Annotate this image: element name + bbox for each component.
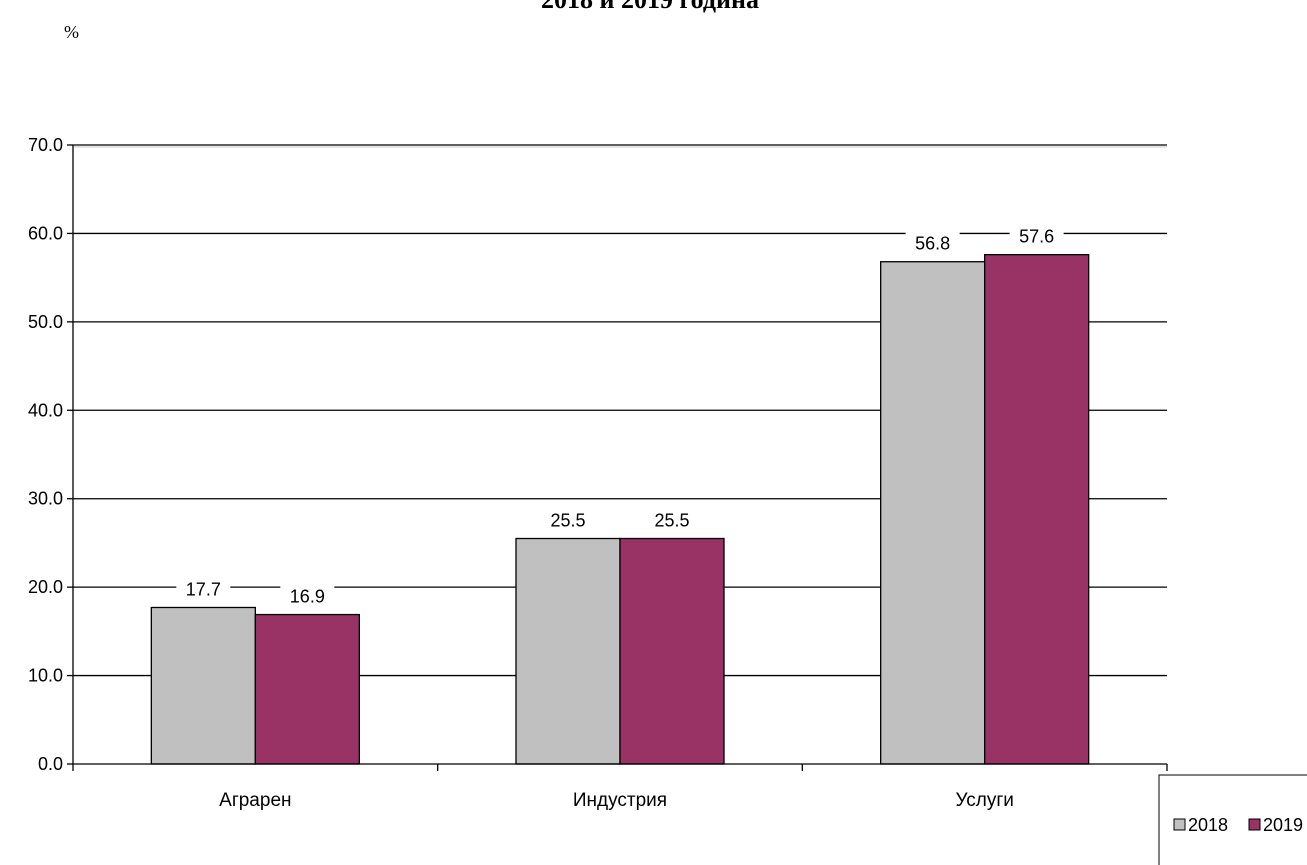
bar-2019-Услуги (984, 254, 1090, 765)
bar-2019-Аграрен (254, 613, 360, 765)
y-tick-label: 60.0 (28, 223, 63, 243)
data-labels: 17.7 25.5 56.8 16.9 25.5 57.6 (176, 223, 1064, 608)
legend-swatch-2018 (1173, 818, 1186, 831)
data-label-background (280, 583, 335, 608)
data-label-background (1009, 223, 1064, 248)
x-category-label: Аграрен (219, 790, 291, 811)
y-tick-label: 0.0 (38, 754, 63, 774)
x-category-label: Услуги (955, 790, 1013, 811)
data-label: 25.5 (550, 511, 585, 531)
bars (150, 254, 1090, 765)
y-tick-label: 20.0 (28, 577, 63, 597)
legend-swatch-2019 (1248, 818, 1261, 831)
x-category-label: Индустрия (573, 790, 667, 811)
data-label-background (541, 507, 595, 532)
bar-2019-Индустрия (619, 537, 725, 765)
data-label-background (176, 576, 231, 601)
y-tick-label: 40.0 (28, 400, 63, 420)
bar-2018-Аграрен (150, 606, 256, 765)
y-axis-unit-label: % (64, 22, 79, 42)
y-tick-label: 30.0 (28, 489, 63, 509)
bar-2018-Индустрия (515, 537, 621, 765)
y-tick-label: 50.0 (28, 312, 63, 332)
y-tick-label: 10.0 (28, 666, 63, 686)
gridlines (73, 144, 1167, 677)
bar-2018-Услуги (880, 261, 986, 765)
legend-label-2019: 2019 (1263, 815, 1303, 835)
data-label: 17.7 (186, 579, 221, 599)
axes: 0.0 10.0 20.0 30.0 40.0 50.0 60.0 70.0 Аграрен Ин… (28, 135, 1168, 811)
data-label: 16.9 (290, 587, 325, 607)
legend: 2018 2019 (1158, 774, 1307, 865)
y-tick-label: 70.0 (28, 135, 63, 155)
data-label: 25.5 (654, 511, 689, 531)
chart-title: 2018 и 2019 година (541, 0, 759, 14)
data-label-background (905, 230, 960, 255)
data-label-background (645, 507, 699, 532)
data-label: 56.8 (915, 234, 950, 254)
legend-label-2018: 2018 (1188, 815, 1228, 835)
data-label: 57.6 (1019, 227, 1054, 247)
